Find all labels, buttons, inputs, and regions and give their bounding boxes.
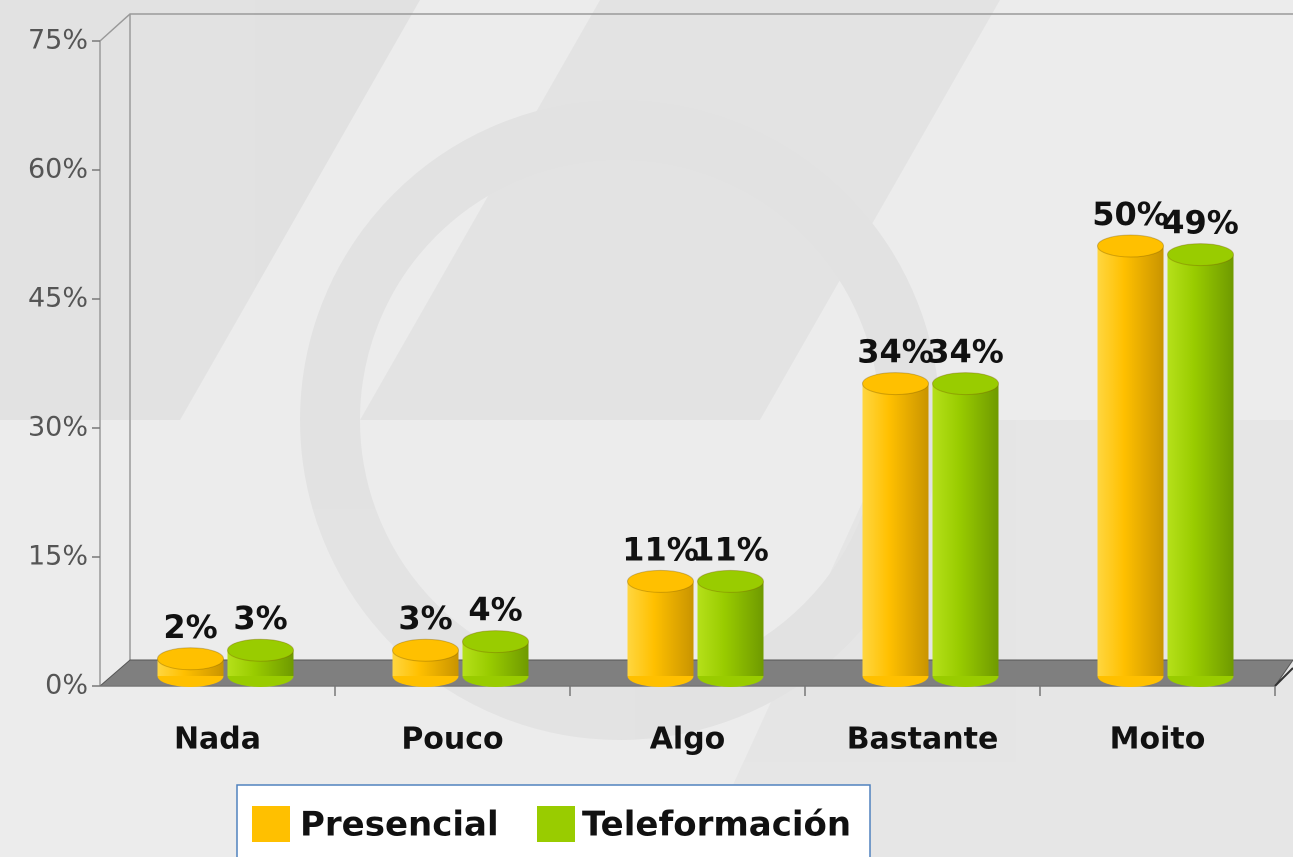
bar: [627, 581, 694, 676]
y-tick-label: 0%: [45, 670, 88, 701]
legend-swatch: [537, 806, 575, 842]
bar-top: [1167, 243, 1234, 267]
y-tick-label: 45%: [28, 283, 88, 314]
bar-top: [1097, 234, 1164, 258]
floor-edge: [1274, 667, 1293, 687]
y-tick-label: 60%: [28, 154, 88, 185]
value-label: 11%: [692, 530, 769, 568]
bar: [1167, 254, 1234, 676]
value-label: 49%: [1162, 204, 1239, 242]
value-label: 3%: [398, 599, 452, 637]
value-label: 3%: [233, 599, 287, 637]
bar-top: [227, 638, 294, 662]
bar-top: [932, 372, 999, 396]
bar: [862, 383, 929, 676]
y-tick-label: 30%: [28, 412, 88, 443]
plot-frame: [99, 13, 1293, 686]
x-tick-label: Nada: [174, 722, 261, 757]
bar-top: [392, 638, 459, 662]
legend-label: Teleformación: [582, 805, 851, 845]
legend: Presencial Teleformación: [236, 784, 871, 857]
value-label: 4%: [468, 591, 522, 629]
value-label: 2%: [163, 608, 217, 646]
legend-swatch: [252, 806, 290, 842]
value-label: 34%: [927, 333, 1004, 371]
value-label: 11%: [622, 530, 699, 568]
legend-label: Presencial: [300, 805, 499, 845]
bar-top: [862, 372, 929, 396]
bar: [697, 581, 764, 676]
bar-top: [627, 569, 694, 593]
bar: [1097, 246, 1164, 676]
x-tick-label: Bastante: [847, 722, 999, 757]
x-tick-label: Pouco: [401, 722, 503, 757]
x-tick-label: Algo: [650, 722, 726, 757]
bar-top: [697, 569, 764, 593]
y-tick-label: 75%: [28, 25, 88, 56]
x-tick-label: Moito: [1110, 722, 1206, 757]
bar-top: [462, 630, 529, 654]
value-label: 50%: [1092, 195, 1169, 233]
bar-top: [157, 647, 224, 671]
value-label: 34%: [857, 333, 934, 371]
bar: [932, 383, 999, 676]
y-tick-label: 15%: [28, 541, 88, 572]
